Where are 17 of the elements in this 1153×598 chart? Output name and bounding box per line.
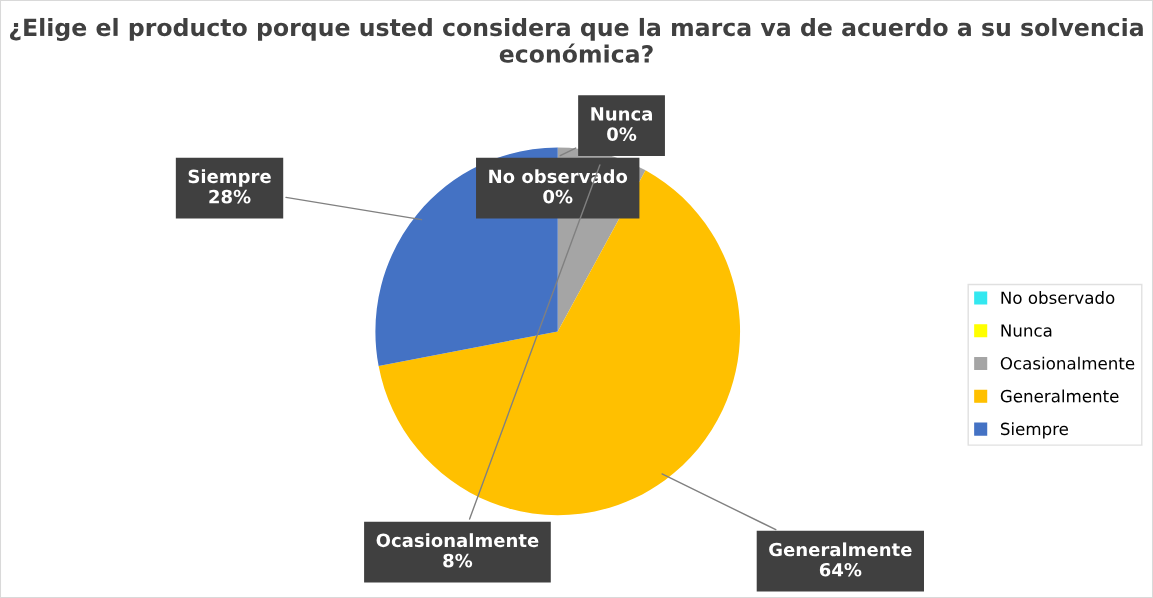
legend-label: No observado	[1001, 291, 1115, 305]
pie-slice	[378, 170, 741, 516]
legend-label: Nunca	[1001, 324, 1052, 337]
legend-label: Siempre	[1000, 422, 1068, 439]
text: 0%	[607, 127, 637, 141]
slice-label: Generalmente	[769, 542, 912, 557]
category-label: Nunca	[591, 107, 652, 121]
data-label: 64%	[819, 562, 862, 577]
category-label: No observado	[489, 169, 628, 184]
slice-label: Ocasionalmente	[376, 533, 539, 548]
slice-label: Siempre	[188, 169, 271, 187]
data-label: 8%	[443, 553, 473, 568]
data-label: 28%	[209, 189, 251, 204]
text: 0%	[543, 189, 573, 204]
legend-label: Ocasionalmente	[1000, 356, 1135, 370]
legend-label: Generalmente	[1000, 389, 1119, 403]
chart-title: ¿Elige el producto porque usted considera que la marca va de acuerdo a su solvencia económica?	[9, 17, 1143, 63]
